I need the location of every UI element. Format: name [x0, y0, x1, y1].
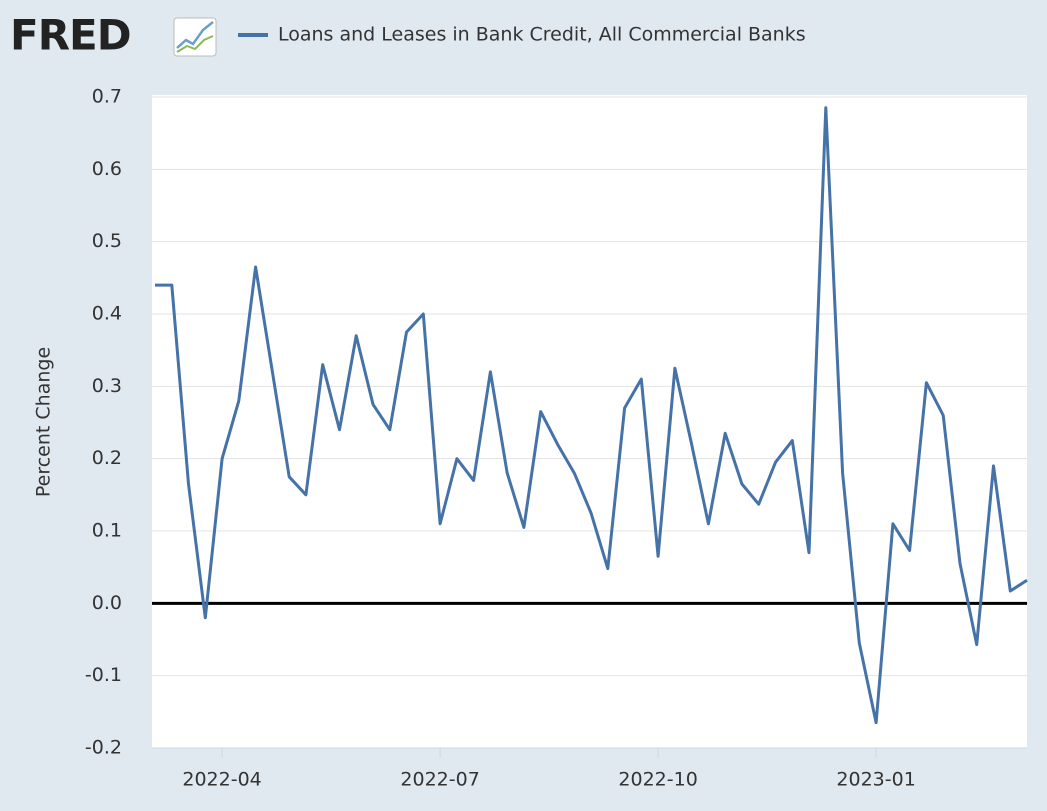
y-tick-label: 0.0	[92, 592, 122, 614]
logo-icon	[173, 17, 217, 57]
x-tick-label: 2023-01	[836, 769, 915, 791]
y-tick-label: -0.2	[85, 737, 122, 759]
y-tick-label: 0.6	[92, 158, 122, 180]
x-tick-label: 2022-10	[618, 769, 697, 791]
x-tick-label: 2022-07	[400, 769, 479, 791]
y-tick-label: 0.4	[92, 303, 122, 325]
y-tick-label: 0.3	[92, 375, 122, 397]
x-tick-label: 2022-04	[182, 769, 261, 791]
y-tick-label: 0.5	[92, 230, 122, 252]
y-tick-label: 0.1	[92, 520, 122, 542]
y-tick-label: 0.7	[92, 86, 122, 108]
y-axis-label: Percent Change	[33, 347, 55, 497]
y-tick-label: 0.2	[92, 447, 122, 469]
legend-label: Loans and Leases in Bank Credit, All Com…	[278, 24, 806, 46]
plot-area	[152, 95, 1027, 748]
y-tick-label: -0.1	[85, 664, 122, 686]
series-line	[155, 106, 1028, 725]
logo: FRED	[10, 11, 131, 60]
